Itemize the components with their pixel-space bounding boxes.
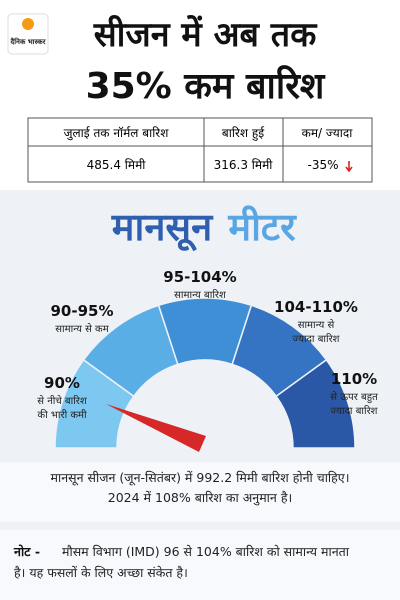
segment-label: ज्यादा बारिश [293, 333, 340, 345]
title-line: 35% कम बारिश [86, 65, 326, 107]
meter-title: मीटर [227, 205, 297, 249]
table-cell: 316.3 मिमी [214, 158, 274, 172]
down-arrow [345, 161, 353, 173]
table-cell: 485.4 मिमी [87, 158, 147, 172]
segment-label: की भारी कमी [37, 409, 87, 421]
segment-range: 104-110% [274, 298, 358, 316]
title-line: सीजन में अब तक [93, 14, 319, 55]
segment-label: सामान्य बारिश [174, 289, 226, 301]
segment-range: 110% [331, 370, 377, 388]
segment-label: से नीचे बारिश [37, 395, 87, 407]
segment-range: 90-95% [50, 302, 113, 320]
segment-range: 90% [44, 374, 80, 392]
meter-title: मानसून [111, 205, 214, 252]
gauge-segment [275, 358, 356, 449]
segment-label: सामान्य से कम [55, 323, 109, 335]
segment-label: ज्यादा बारिश [331, 405, 378, 417]
logo-box [7, 13, 49, 55]
summary-box [0, 462, 400, 522]
segment-range: 95-104% [163, 268, 236, 286]
table-header: कम/ ज्यादा [302, 126, 354, 140]
gauge [54, 297, 356, 449]
summary-line: 2024 में 108% बारिश का अनुमान है। [108, 490, 292, 506]
table-header: बारिश हुई [222, 126, 265, 141]
note-label: नोट - [13, 544, 40, 559]
logo-sun [22, 18, 34, 30]
summary-line: मानसून सीजन (जून-सितंबर) में 992.2 मिमी … [51, 470, 350, 486]
note-line: मौसम विभाग (IMD) 96 से 104% बारिश को साम… [62, 544, 350, 559]
segment-label: से ऊपर बहुत [330, 391, 378, 404]
note-line: है। यह फसलों के लिए अच्छा संकेत है। [14, 565, 188, 580]
note-box [0, 530, 400, 600]
table-header: जुलाई तक नॉर्मल बारिश [64, 126, 170, 141]
segment-label: सामान्य से [298, 319, 335, 331]
table [27, 117, 373, 183]
table-cell: -35% [307, 158, 338, 172]
needle [106, 404, 206, 452]
logo-text: दैनिक भास्कर [10, 37, 47, 46]
